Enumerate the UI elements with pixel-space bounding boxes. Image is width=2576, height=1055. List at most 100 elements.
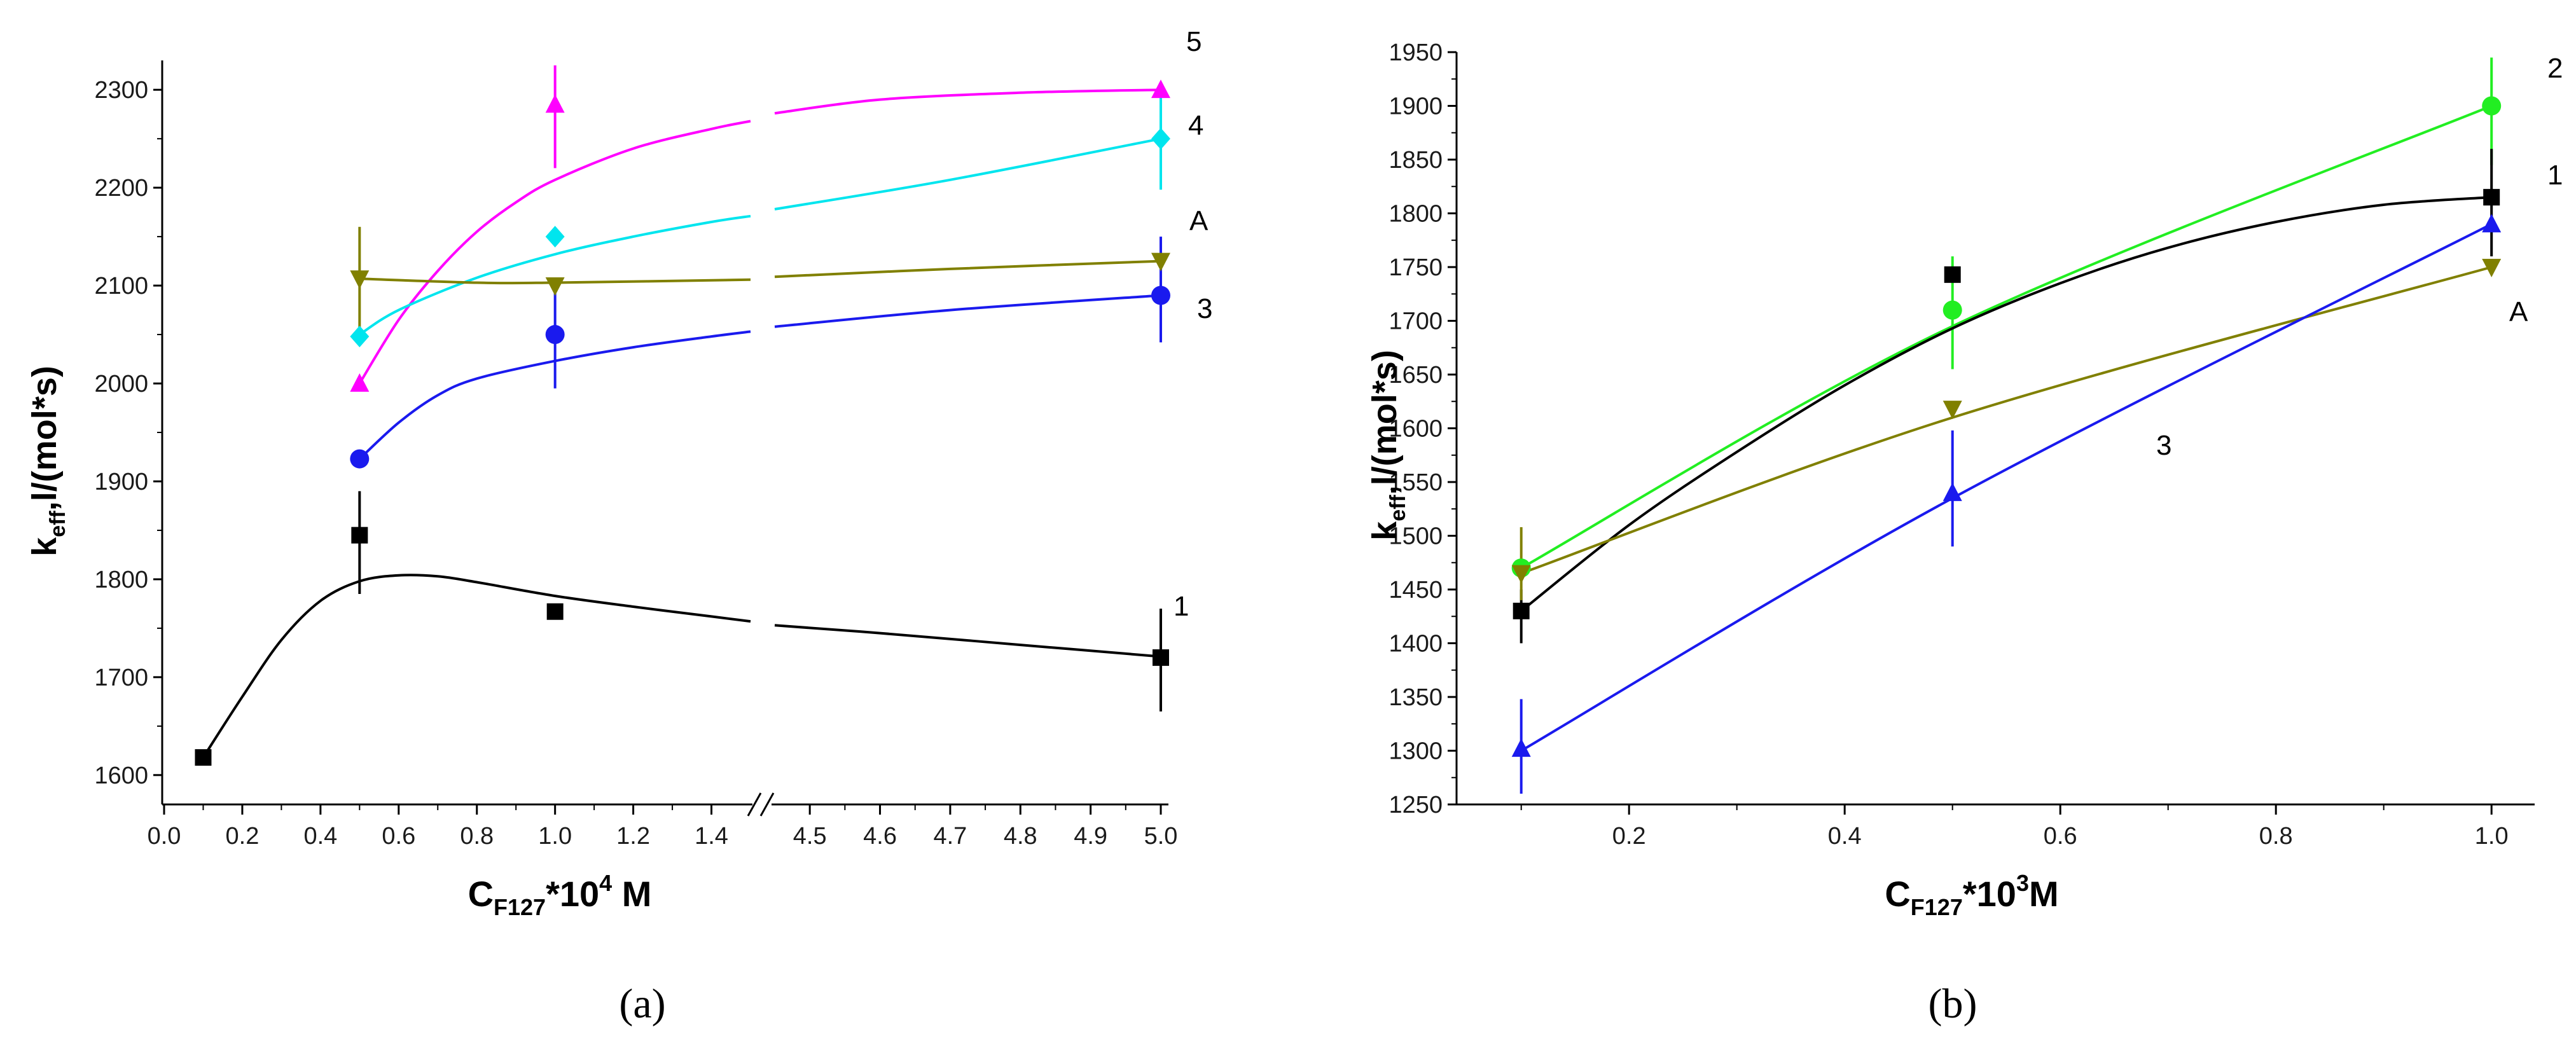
panel-b-y-axis-title: keff,l/(mol*s) bbox=[1366, 350, 1410, 541]
panel-a-data-point-1 bbox=[546, 603, 564, 620]
panel-a-plot-area bbox=[153, 60, 1168, 817]
panel-a-x-tick-label: 1.2 bbox=[616, 823, 650, 850]
panel-b-fit-curve-A bbox=[1521, 266, 2492, 575]
panel-b-data-point-2 bbox=[2482, 96, 2502, 116]
panel-a-curve-labels: 1 5 4 A 3 bbox=[1174, 26, 1212, 622]
panel-b-y-tick-label: 1350 bbox=[1388, 684, 1443, 711]
panel-a-curve-label-3: 3 bbox=[1197, 293, 1212, 324]
panel-a-curve-label-5: 5 bbox=[1186, 26, 1201, 57]
panel-a-x-tick-label: 4.6 bbox=[863, 823, 897, 850]
panel-b-xlabel-sup: 3 bbox=[2016, 870, 2029, 896]
panel-a-data-point-4 bbox=[350, 326, 370, 348]
panel-a-data-point-5 bbox=[350, 373, 370, 392]
panel-b-xlabel-sub: F127 bbox=[1911, 894, 1963, 920]
panel-b-y-tick-label: 1800 bbox=[1388, 201, 1443, 228]
panel-b-data-point-3 bbox=[1511, 738, 1531, 757]
panel-b-data-point-1 bbox=[1944, 266, 1961, 283]
panel-b-x-tick-label: 0.2 bbox=[1612, 823, 1646, 850]
panel-b-y-tick-label: 1500 bbox=[1388, 523, 1443, 550]
panel-a-x-tick-label: 0.0 bbox=[148, 823, 181, 850]
panel-a-fit-curve-4 bbox=[774, 137, 1161, 210]
panel-a-x-axis-title: CF127*104 M bbox=[468, 870, 652, 920]
panel-a-markers bbox=[195, 79, 1170, 766]
panel-a-data-point-A bbox=[1151, 252, 1170, 272]
panel-b-y-tick-label: 1550 bbox=[1388, 469, 1443, 496]
panel-a-data-point-4 bbox=[1151, 128, 1170, 150]
panel-a-fit-curve-A bbox=[359, 277, 751, 285]
panel-b-y-tick-label: 1650 bbox=[1388, 362, 1443, 389]
panel-b-y-tick-label: 1250 bbox=[1388, 792, 1443, 818]
panel-b-ylabel-rest: ,l/(mol*s) bbox=[1366, 350, 1404, 495]
panel-b-xlabel-unit: M bbox=[2029, 874, 2059, 914]
panel-a-data-point-5 bbox=[545, 94, 565, 113]
panel-a-caption: (a) bbox=[619, 981, 665, 1027]
panel-a-xlabel-sub: F127 bbox=[494, 894, 546, 920]
panel-a-data-point-1 bbox=[195, 749, 212, 766]
panel-a-y-tick-label: 1600 bbox=[94, 762, 148, 789]
panel-b: 1250 1300 1350 1400 1450 1500 1550 1600 1650 1700… bbox=[1366, 39, 2563, 1027]
panel-b-data-point-A bbox=[1511, 565, 1531, 584]
panel-a-x-tick-label: 0.2 bbox=[226, 823, 260, 850]
panel-b-x-tick-label: 0.8 bbox=[2259, 823, 2293, 850]
panel-a-y-tick-label: 1800 bbox=[94, 567, 148, 593]
panel-a-fit-curve-3 bbox=[774, 294, 1161, 328]
panel-b-y-tick-label: 1400 bbox=[1388, 631, 1443, 658]
panel-a-data-point-3 bbox=[350, 449, 370, 469]
panel-a-fit-curve-4 bbox=[359, 214, 751, 336]
panel-b-y-tick-label: 1450 bbox=[1388, 577, 1443, 603]
panel-a-xlabel-unit: M bbox=[612, 874, 651, 914]
panel-a-x-tick-label: 0.4 bbox=[303, 823, 337, 850]
panel-b-y-tick-label: 1700 bbox=[1388, 308, 1443, 335]
panel-a-curve-label-A: A bbox=[1189, 205, 1208, 237]
panel-a-xlabel-sup: 4 bbox=[599, 870, 612, 896]
panel-b-ylabel-main: k bbox=[1366, 521, 1404, 541]
panel-b-curve-label-3: 3 bbox=[2156, 430, 2171, 461]
panel-a-data-point-A bbox=[545, 277, 565, 296]
panel-b-y-tick-label: 1300 bbox=[1388, 738, 1443, 765]
panel-b-y-tick-label: 1600 bbox=[1388, 416, 1443, 443]
panel-b-curve-label-A: A bbox=[2509, 296, 2528, 328]
panel-b-curves bbox=[1520, 57, 2493, 794]
panel-b-data-point-3 bbox=[2482, 214, 2502, 233]
panel-a-axis-break-mark bbox=[747, 792, 762, 817]
panel-a-fit-curve-1 bbox=[202, 574, 751, 759]
panel-a-data-point-A bbox=[350, 270, 370, 289]
panel-b-y-tick-label: 1900 bbox=[1388, 93, 1443, 120]
panel-a-fit-curve-3 bbox=[358, 330, 751, 460]
panel-a-y-axis-title: keff,l/(mol*s) bbox=[25, 366, 70, 556]
panel-a-x-tick-label: 4.8 bbox=[1004, 823, 1037, 850]
panel-b-curve-labels: 2 1 A 3 bbox=[2156, 53, 2563, 461]
panel-a-data-point-5 bbox=[1151, 79, 1170, 99]
panel-a: 1600 1700 1800 1900 2000 2100 2200 2300 0.0 0.2 0.… bbox=[25, 26, 1212, 1027]
panel-a-x-tick-label: 1.4 bbox=[695, 823, 728, 850]
panel-a-curves bbox=[202, 65, 1162, 759]
panel-b-curve-label-2: 2 bbox=[2547, 53, 2563, 84]
panel-b-y-tick-label: 1850 bbox=[1388, 147, 1443, 174]
panel-b-x-tick-label: 0.4 bbox=[1828, 823, 1862, 850]
panel-a-ylabel-main: k bbox=[25, 537, 64, 556]
panel-b-ylabel-sub: eff bbox=[1386, 495, 1410, 521]
panel-b-x-tick-label: 0.6 bbox=[2044, 823, 2077, 850]
panel-a-fit-curve-1 bbox=[774, 624, 1161, 658]
panel-a-fit-curve-5 bbox=[358, 120, 751, 385]
panel-b-data-point-A bbox=[1942, 401, 1962, 420]
panel-a-y-tick-label: 2000 bbox=[94, 371, 148, 397]
panel-a-tick-labels: 1600 1700 1800 1900 2000 2100 2200 2300 0.0 0.2 0.… bbox=[94, 77, 1177, 850]
panel-b-curve-label-1: 1 bbox=[2547, 160, 2563, 191]
panel-a-data-point-4 bbox=[545, 226, 565, 248]
panel-a-x-tick-label: 4.7 bbox=[933, 823, 967, 850]
panel-a-curve-label-4: 4 bbox=[1188, 110, 1203, 141]
panel-a-x-tick-label: 0.8 bbox=[460, 823, 494, 850]
panel-a-xlabel-main: C bbox=[468, 874, 494, 914]
panel-b-data-point-3 bbox=[1942, 482, 1962, 501]
panel-a-y-tick-label: 2200 bbox=[94, 175, 148, 202]
panel-a-y-tick-label: 1900 bbox=[94, 469, 148, 495]
panel-a-x-tick-label: 5.0 bbox=[1144, 823, 1178, 850]
panel-b-tick-labels: 1250 1300 1350 1400 1450 1500 1550 1600 1650 1700… bbox=[1388, 39, 2508, 850]
panel-b-plot-area bbox=[1448, 51, 2535, 815]
panel-a-curve-label-1: 1 bbox=[1174, 591, 1189, 622]
panel-a-ylabel-rest: ,l/(mol*s) bbox=[25, 366, 64, 511]
panel-b-data-point-1 bbox=[1513, 602, 1530, 619]
panel-a-data-point-3 bbox=[545, 325, 565, 345]
